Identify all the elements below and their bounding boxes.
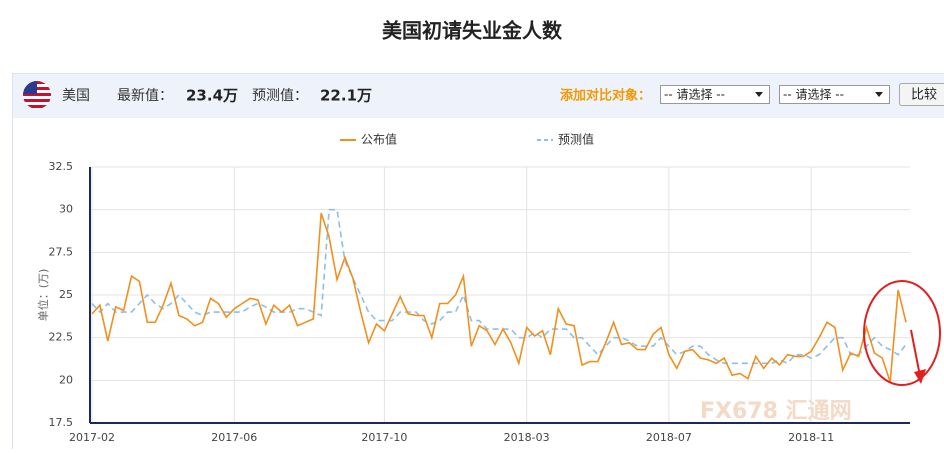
select-text: -- 请选择 --: [783, 88, 844, 102]
y-tick-label: 22.5: [49, 331, 74, 344]
latest-value: 23.4万: [186, 87, 238, 105]
watermark: FX678 汇通网: [700, 399, 852, 424]
y-axis-label: 单位：(万): [36, 269, 50, 322]
x-tick-label: 2017-10: [361, 431, 407, 444]
country: 美国: [62, 88, 90, 104]
y-tick-label: 32.5: [49, 160, 74, 173]
chart-title: 美国初请失业金人数: [382, 19, 563, 43]
forecast-label: 预测值：: [252, 88, 308, 104]
legend-label: 预测值: [558, 132, 594, 147]
x-tick-label: 2018-07: [646, 431, 692, 444]
button-text: 比较: [911, 88, 937, 103]
latest-label: 最新值：: [117, 88, 173, 104]
forecast-value: 22.1万: [320, 87, 372, 105]
legend-label: 公布值: [361, 132, 397, 147]
y-tick-label: 27.5: [49, 245, 74, 258]
y-tick-label: 30: [59, 203, 73, 216]
x-tick-label: 2018-03: [504, 431, 550, 444]
compare-label: 添加对比对象：: [560, 88, 651, 104]
panel: [13, 74, 944, 450]
y-tick-label: 20: [59, 373, 73, 386]
select-text: -- 请选择 --: [664, 88, 725, 102]
y-tick-label: 25: [59, 288, 73, 301]
x-tick-label: 2017-02: [69, 431, 115, 444]
flag: [23, 81, 51, 109]
x-tick-label: 2017-06: [211, 431, 257, 444]
x-tick-label: 2018-11: [788, 431, 834, 444]
y-tick-label: 17.5: [49, 416, 74, 429]
